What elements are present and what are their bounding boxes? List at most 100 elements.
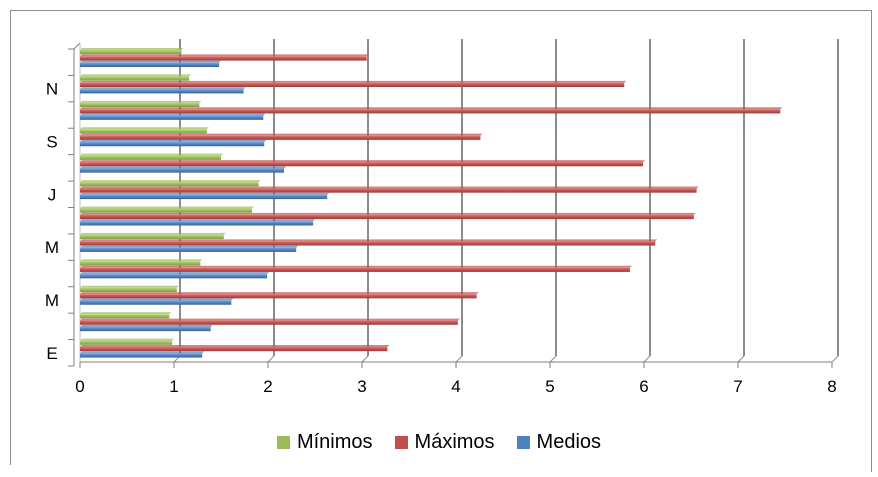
legend: Mínimos Máximos Medios	[0, 425, 878, 459]
gridline-foot-7	[737, 355, 745, 363]
bar-medios-2	[80, 300, 232, 305]
bar-minimos-8	[80, 129, 207, 134]
bar-medios-5	[80, 221, 314, 226]
bar-top-medios-3	[80, 272, 270, 275]
bar-top-maximos-6	[80, 186, 699, 189]
x-tick-label-8: 8	[827, 377, 836, 396]
bar-medios-0	[80, 353, 203, 358]
bar-maximos-4	[80, 241, 656, 246]
bar-top-minimos-9	[80, 100, 202, 103]
bar-medios-9	[80, 115, 264, 120]
legend-label-minimos: Mínimos	[296, 430, 373, 453]
gridline-foot-3	[361, 355, 369, 363]
legend-swatch-minimos	[276, 435, 290, 449]
y-tick-label-0: E	[46, 344, 57, 363]
bar-minimos-1	[80, 314, 170, 319]
bar-top-maximos-8	[80, 133, 483, 136]
y-tick-label-10: N	[46, 80, 58, 99]
bar-top-medios-2	[80, 298, 234, 301]
bar-maximos-7	[80, 162, 644, 167]
x-tick-label-1: 1	[169, 377, 178, 396]
bar-top-minimos-8	[80, 127, 209, 130]
bar-minimos-6	[80, 182, 259, 187]
bar-maximos-5	[80, 214, 694, 220]
bar-medios-11	[80, 62, 220, 67]
bar-medios-6	[80, 194, 328, 200]
bar-top-maximos-5	[80, 212, 696, 215]
gridlines	[173, 39, 839, 363]
chart-frame	[10, 10, 872, 472]
bar-maximos-8	[80, 135, 481, 140]
bar-top-minimos-0	[80, 338, 175, 341]
bar-top-minimos-7	[80, 153, 223, 156]
bar-top-medios-9	[80, 113, 266, 116]
bar-top-minimos-4	[80, 232, 226, 235]
bar-top-maximos-0	[80, 344, 390, 347]
x-tick-label-5: 5	[545, 377, 554, 396]
bar-top-maximos-4	[80, 239, 658, 242]
bar-medios-7	[80, 168, 284, 173]
bar-top-maximos-2	[80, 292, 479, 295]
gridline-foot-8	[831, 355, 839, 363]
x-tick-label-7: 7	[733, 377, 742, 396]
bar-maximos-6	[80, 188, 697, 193]
bar-top-minimos-1	[80, 312, 172, 315]
bar-maximos-3	[80, 267, 630, 272]
bar-top-medios-4	[80, 245, 299, 248]
bar-top-minimos-10	[80, 74, 192, 77]
bar-minimos-2	[80, 287, 177, 292]
bar-top-medios-1	[80, 324, 213, 327]
bar-top-medios-5	[80, 219, 316, 222]
x-tick-label-4: 4	[451, 377, 460, 396]
bar-medios-8	[80, 142, 265, 147]
chart-frame-left-edge	[10, 10, 11, 465]
bar-minimos-11	[80, 50, 182, 55]
bar-minimos-10	[80, 76, 190, 81]
gridline-foot-2	[267, 355, 275, 363]
bar-top-minimos-11	[80, 48, 184, 50]
legend-swatch-maximos	[394, 435, 408, 449]
bar-maximos-1	[80, 320, 458, 325]
x-tick-label-2: 2	[263, 377, 272, 396]
bar-minimos-4	[80, 234, 224, 240]
bar-top-minimos-3	[80, 259, 203, 262]
bar-minimos-9	[80, 102, 200, 108]
x-tick-label-0: 0	[75, 377, 84, 396]
bar-medios-4	[80, 247, 297, 252]
legend-swatch-medios	[516, 435, 530, 449]
bar-top-medios-0	[80, 351, 205, 354]
x-tick-label-6: 6	[639, 377, 648, 396]
bar-medios-1	[80, 326, 211, 332]
bar-top-maximos-3	[80, 265, 632, 268]
gridline-foot-5	[549, 355, 557, 363]
bars	[80, 48, 783, 358]
bar-top-maximos-9	[80, 107, 783, 110]
bar-top-minimos-6	[80, 180, 261, 183]
legend-item-medios: Medios	[516, 430, 602, 454]
bar-maximos-9	[80, 109, 781, 114]
bar-minimos-7	[80, 155, 221, 160]
axes	[68, 42, 833, 368]
gridline-foot-4	[455, 355, 463, 363]
y-tick-label-4: M	[45, 238, 59, 257]
legend-item-minimos: Mínimos	[276, 430, 373, 454]
bar-top-medios-7	[80, 166, 286, 169]
bar-medios-3	[80, 274, 268, 279]
legend-label-medios: Medios	[536, 430, 602, 453]
bar-top-medios-10	[80, 87, 246, 90]
bar-top-medios-11	[80, 60, 222, 63]
y-tick-label-2: M	[45, 291, 59, 310]
bar-maximos-2	[80, 294, 477, 299]
bar-minimos-5	[80, 208, 253, 213]
bar-top-minimos-2	[80, 285, 179, 288]
x-tick-label-3: 3	[357, 377, 366, 396]
legend-item-maximos: Máximos	[394, 430, 495, 454]
bar-minimos-0	[80, 340, 173, 345]
bar-maximos-0	[80, 346, 388, 352]
gridline-foot-6	[643, 355, 651, 363]
bar-maximos-10	[80, 82, 625, 88]
bar-minimos-3	[80, 261, 201, 266]
bar-top-minimos-5	[80, 206, 255, 209]
legend-label-maximos: Máximos	[414, 430, 495, 453]
